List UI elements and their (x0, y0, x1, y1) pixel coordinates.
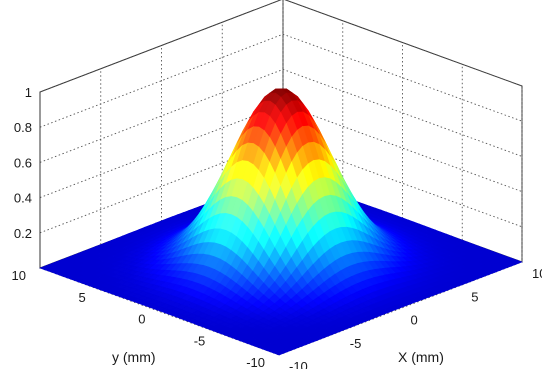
z-tick-label: 0.4 (14, 191, 32, 206)
z-tick-label: 1 (25, 85, 32, 100)
x-axis-label: X (mm) (398, 349, 444, 365)
surface-facet (272, 350, 286, 356)
y-tick-label: -5 (194, 333, 206, 348)
x-tick-label: -5 (350, 336, 362, 351)
tick-labels: 0.2 0.4 0.6 0.8 1 -10 -5 0 5 10 -10 -5 0 5 10 (12, 85, 542, 369)
z-tick-label: 0.8 (14, 120, 32, 135)
x-tick-label: 10 (532, 266, 542, 281)
y-tick-label: 0 (138, 312, 145, 327)
x-tick-label: 0 (411, 313, 418, 328)
z-grid-line (39, 0, 523, 93)
y-tick-label: 10 (12, 268, 26, 283)
y-tick-label: -10 (246, 355, 265, 369)
z-grid-line (39, 68, 523, 163)
x-tick-label: 5 (471, 289, 478, 304)
y-tick-label: 5 (79, 290, 86, 305)
x-tick-label: -10 (289, 359, 308, 369)
z-tick-label: 0.6 (14, 155, 32, 170)
surface-mesh (39, 88, 523, 356)
z-tick-label: 0.2 (14, 226, 32, 241)
y-axis-label: y (mm) (112, 349, 156, 365)
